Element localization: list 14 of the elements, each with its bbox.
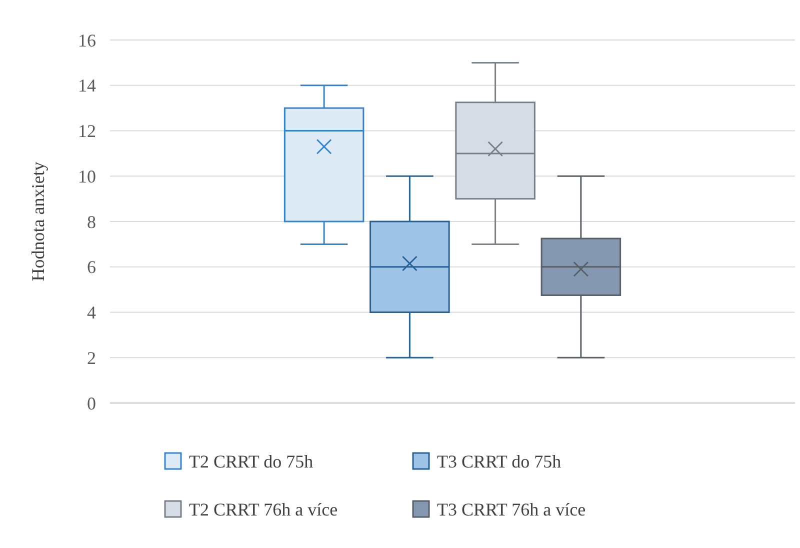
y-tick-label: 6 — [87, 257, 96, 278]
y-axis-title: Hodnota anxiety — [28, 162, 48, 282]
y-tick-label: 2 — [87, 348, 96, 368]
legend-label: T3 CRRT 76h a více — [437, 499, 586, 520]
y-tick-label: 14 — [78, 76, 96, 96]
legend-label: T2 CRRT 76h a více — [189, 499, 338, 520]
y-tick-label: 0 — [87, 393, 96, 414]
legend-label: T3 CRRT do 75h — [437, 451, 562, 472]
y-tick-label: 12 — [78, 121, 96, 142]
legend-label: T2 CRRT do 75h — [189, 451, 314, 472]
y-tick-label: 8 — [87, 212, 96, 232]
y-tick-label: 10 — [78, 166, 96, 186]
y-tick-label: 4 — [87, 302, 96, 323]
y-tick-label: 16 — [78, 30, 96, 50]
